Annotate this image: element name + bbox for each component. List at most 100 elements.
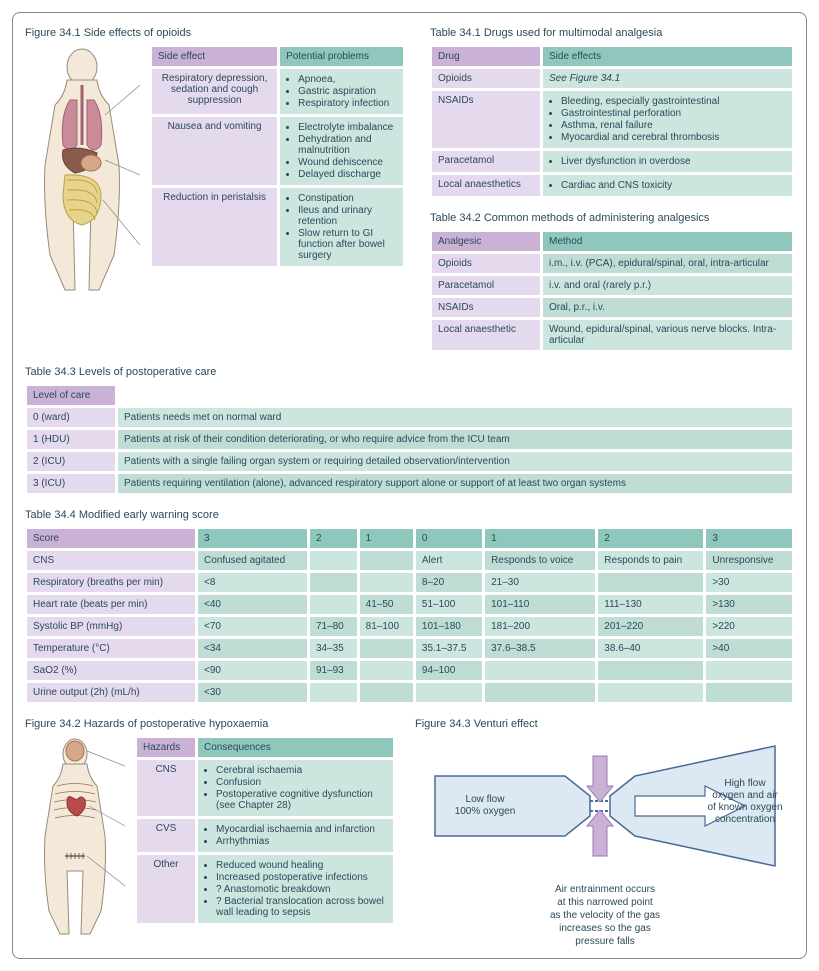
tab344-cell: 94–100 xyxy=(415,660,483,681)
tab342-analgesic: Paracetamol xyxy=(431,275,541,296)
fig341-problems: Electrolyte imbalanceDehydration and mal… xyxy=(279,116,404,186)
fig342-title: Figure 34.2 Hazards of postoperative hyp… xyxy=(25,718,395,730)
tab344-cell: 38.6–40 xyxy=(597,638,704,659)
venturi-diagram: Low flow 100% oxygen High flow oxygen an… xyxy=(415,736,795,876)
tab344-cell: 41–50 xyxy=(359,594,414,615)
tab344-cell xyxy=(597,572,704,593)
fig341-side: Nausea and vomiting xyxy=(151,116,278,186)
tab341-drug: Opioids xyxy=(431,68,541,89)
bullet-item: Liver dysfunction in overdose xyxy=(561,156,786,167)
tab342-analgesic: Local anaesthetic xyxy=(431,319,541,351)
tab344-cell xyxy=(309,594,358,615)
page-frame: Figure 34.1 Side effects of opioids xyxy=(12,12,807,959)
tab342-method: i.m., i.v. (PCA), epidural/spinal, oral,… xyxy=(542,253,793,274)
bullet-item: ? Bacterial translocation across bowel w… xyxy=(216,896,387,918)
tab344-row-label: Urine output (2h) (mL/h) xyxy=(26,682,196,703)
tab343-desc: Patients needs met on normal ward xyxy=(117,407,793,428)
tab344-cell: 51–100 xyxy=(415,594,483,615)
tab344-cell: 21–30 xyxy=(484,572,596,593)
tab344-cell: <30 xyxy=(197,682,308,703)
tab343-desc: Patients requiring ventilation (alone), … xyxy=(117,473,793,494)
bullet-item: Postoperative cognitive dysfunction (see… xyxy=(216,789,387,811)
tab344-cell: Unresponsive xyxy=(705,550,793,571)
tab341-drug: NSAIDs xyxy=(431,90,541,149)
tab344-cell: <8 xyxy=(197,572,308,593)
tab344-cell xyxy=(359,660,414,681)
tab341-title: Table 34.1 Drugs used for multimodal ana… xyxy=(430,27,794,39)
tab342-method: Oral, p.r., i.v. xyxy=(542,297,793,318)
bullet-item: Constipation xyxy=(298,193,397,204)
bullet-item: Arrhythmias xyxy=(216,836,387,847)
tab343-table: Level of care 0 (ward)Patients needs met… xyxy=(25,384,794,495)
fig342-consequences: Cerebral ischaemiaConfusionPostoperative… xyxy=(197,759,394,817)
tab344-cell xyxy=(359,682,414,703)
tab344-row-label: Systolic BP (mmHg) xyxy=(26,616,196,637)
bullet-item: Cerebral ischaemia xyxy=(216,765,387,776)
bullet-item: Myocardial and cerebral thrombosis xyxy=(561,132,786,143)
fig341-problems: ConstipationIleus and urinary retentionS… xyxy=(279,187,404,267)
tab344-row-label: Respiratory (breaths per min) xyxy=(26,572,196,593)
tab341-effects: Bleeding, especially gastrointestinalGas… xyxy=(542,90,793,149)
fig342-hazard: CNS xyxy=(136,759,196,817)
tab344-cell xyxy=(359,572,414,593)
tab344-cell: >130 xyxy=(705,594,793,615)
tab342-analgesic: NSAIDs xyxy=(431,297,541,318)
bullet-item: Myocardial ischaemia and infarction xyxy=(216,824,387,835)
svg-text:100% oxygen: 100% oxygen xyxy=(455,806,516,817)
tab344-cell: <34 xyxy=(197,638,308,659)
tab344-cell: >40 xyxy=(705,638,793,659)
tab344-cell xyxy=(705,682,793,703)
tab343-desc: Patients with a single failing organ sys… xyxy=(117,451,793,472)
tab342-table: Analgesic Method Opioidsi.m., i.v. (PCA)… xyxy=(430,230,794,352)
tab344-cell: Responds to pain xyxy=(597,550,704,571)
tab344-row-label: CNS xyxy=(26,550,196,571)
tab344-cell: <90 xyxy=(197,660,308,681)
tab342-method: i.v. and oral (rarely p.r.) xyxy=(542,275,793,296)
svg-text:of known oxygen: of known oxygen xyxy=(707,802,782,813)
bullet-item: Apnoea, xyxy=(298,74,397,85)
tab342-header-a: Analgesic xyxy=(431,231,541,252)
bullet-item: Ileus and urinary retention xyxy=(298,205,397,227)
tab344-cell: 81–100 xyxy=(359,616,414,637)
tab344-cell: Alert xyxy=(415,550,483,571)
bullet-item: Wound dehiscence xyxy=(298,157,397,168)
bullet-item: Gastric aspiration xyxy=(298,86,397,97)
tab342-title: Table 34.2 Common methods of administeri… xyxy=(430,212,794,224)
tab344-score-col: 2 xyxy=(309,528,358,549)
tab341-effects: Liver dysfunction in overdose xyxy=(542,150,793,173)
tab344-cell: 71–80 xyxy=(309,616,358,637)
tab344-cell: <70 xyxy=(197,616,308,637)
tab344-cell xyxy=(309,550,358,571)
tab344-score-col: 3 xyxy=(705,528,793,549)
fig341-header-side: Side effect xyxy=(151,46,278,67)
bullet-item: ? Anastomotic breakdown xyxy=(216,884,387,895)
bullet-item: Confusion xyxy=(216,777,387,788)
tab341-drug: Local anaesthetics xyxy=(431,174,541,197)
tab342-analgesic: Opioids xyxy=(431,253,541,274)
tab344-cell: >30 xyxy=(705,572,793,593)
tab344-cell xyxy=(484,682,596,703)
fig342-hazard: CVS xyxy=(136,818,196,853)
tab342-header-m: Method xyxy=(542,231,793,252)
tab344-cell: Responds to voice xyxy=(484,550,596,571)
fig341-problems: Apnoea,Gastric aspirationRespiratory inf… xyxy=(279,68,404,115)
tab344-cell xyxy=(415,682,483,703)
tab344-cell: <40 xyxy=(197,594,308,615)
bullet-item: Bleeding, especially gastrointestinal xyxy=(561,96,786,107)
tab344-cell xyxy=(309,572,358,593)
tab344-cell: 37.6–38.5 xyxy=(484,638,596,659)
tab341-header-effects: Side effects xyxy=(542,46,793,67)
tab344-cell xyxy=(359,638,414,659)
bullet-item: Reduced wound healing xyxy=(216,860,387,871)
tab344-score-col: 3 xyxy=(197,528,308,549)
tab344-cell: 35.1–37.5 xyxy=(415,638,483,659)
tab343-header: Level of care xyxy=(26,385,116,406)
tab341-drug: Paracetamol xyxy=(431,150,541,173)
svg-text:Low flow: Low flow xyxy=(466,794,506,805)
fig343-title: Figure 34.3 Venturi effect xyxy=(415,718,795,730)
fig341-title: Figure 34.1 Side effects of opioids xyxy=(25,27,410,39)
bullet-item: Respiratory infection xyxy=(298,98,397,109)
tab344-score-col: 2 xyxy=(597,528,704,549)
tab344-row-label: SaO2 (%) xyxy=(26,660,196,681)
tab343-level: 0 (ward) xyxy=(26,407,116,428)
